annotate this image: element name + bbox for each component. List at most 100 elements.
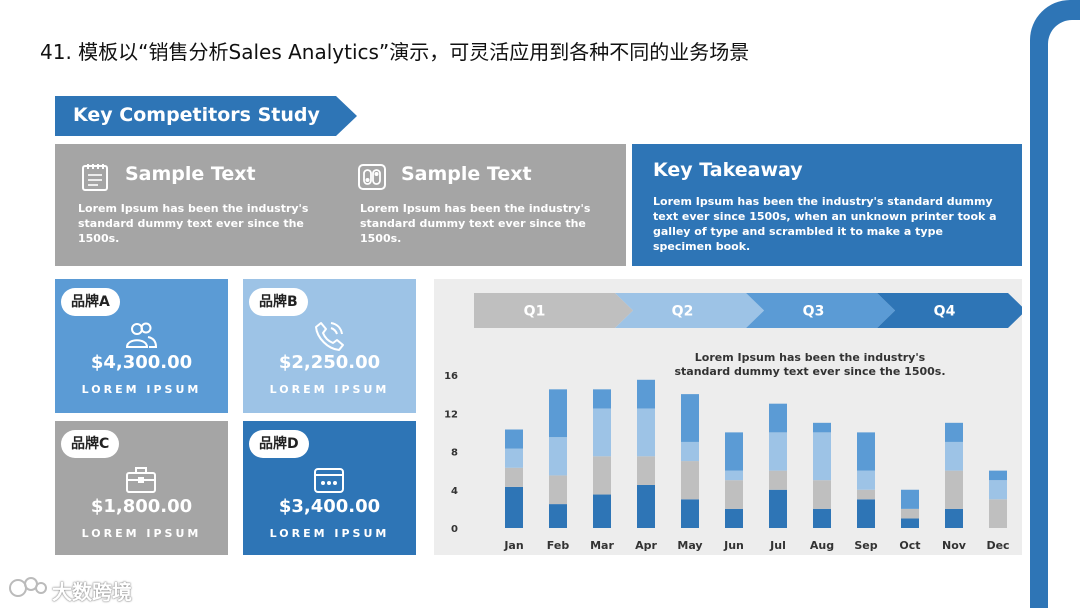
brand-name: 品牌D <box>249 430 309 458</box>
brand-amount: $1,800.00 <box>90 496 193 517</box>
bar-segment <box>681 394 699 442</box>
bar-segment <box>945 422 963 442</box>
bar-segment <box>593 456 611 495</box>
brand-subtitle: LOREM IPSUM <box>269 383 390 396</box>
sample-body-2: Lorem Ipsum has been the industry's stan… <box>360 202 591 245</box>
bar-segment <box>505 448 523 468</box>
brand-amount: $3,400.00 <box>278 496 381 517</box>
chart-note-line-2: standard dummy text ever since the 1500s… <box>674 365 945 378</box>
users-icon <box>125 322 158 348</box>
quarter-label: Q4 <box>934 304 956 320</box>
x-tick-label: May <box>677 539 702 552</box>
bar-segment <box>725 470 743 481</box>
bar-segment <box>901 489 919 509</box>
y-tick-label: 16 <box>444 371 458 382</box>
x-tick-label: Apr <box>635 539 657 552</box>
bar-segment <box>769 489 787 528</box>
x-tick-label: Sep <box>854 539 877 552</box>
y-tick-label: 12 <box>444 409 458 420</box>
brand-name: 品牌A <box>61 288 120 316</box>
quarter-arrow-q2 <box>615 293 764 328</box>
x-tick-label: Jul <box>769 539 786 552</box>
bar-segment <box>945 470 963 509</box>
brand-subtitle: LOREM IPSUM <box>81 383 202 396</box>
bar-segment <box>769 403 787 433</box>
side-bar-cutout <box>1048 20 1080 608</box>
x-tick-label: Nov <box>942 539 967 552</box>
bar-segment <box>945 441 963 471</box>
x-tick-label: Jun <box>723 539 744 552</box>
bar-segment <box>681 499 699 528</box>
brand-card-b: 品牌B $2,250.00 LOREM IPSUM <box>243 279 416 413</box>
bar-segment <box>901 508 919 519</box>
phone-call-icon <box>315 322 344 351</box>
bar-segment <box>549 389 567 438</box>
brand-name: 品牌C <box>61 430 120 458</box>
banner-label: Key Competitors Study <box>73 104 320 126</box>
bar-segment <box>593 494 611 528</box>
logo-mark-icon <box>9 577 47 597</box>
brand-amount: $2,250.00 <box>278 352 381 373</box>
notepad-icon <box>82 164 108 191</box>
chart-note-line-1: Lorem Ipsum has been the industry's <box>695 351 926 364</box>
sample-title-1: Sample Text <box>125 163 256 185</box>
brand-name: 品牌B <box>249 288 308 316</box>
bar-segment <box>813 508 831 528</box>
x-tick-label: Oct <box>899 539 920 552</box>
section-banner: Key Competitors Study <box>55 96 357 136</box>
bar-segment <box>637 408 655 457</box>
bar-segment <box>681 461 699 500</box>
quarter-label: Q2 <box>672 304 694 320</box>
bar-segment <box>681 441 699 462</box>
quarter-arrow-q3 <box>746 293 895 328</box>
bar-segment <box>637 456 655 485</box>
bar-segment <box>549 437 567 476</box>
page-title: 41. 模板以“销售分析Sales Analytics”演示，可灵活应用到各种不… <box>40 40 750 64</box>
quarter-arrow-q4 <box>877 293 1022 328</box>
bar-segment <box>857 499 875 528</box>
takeaway-title: Key Takeaway <box>653 159 803 181</box>
bar-segment <box>725 432 743 471</box>
bar-segment <box>637 379 655 409</box>
bar-segment <box>769 432 787 471</box>
quarter-arrow-q1 <box>474 293 633 328</box>
quarter-label: Q3 <box>803 304 825 320</box>
y-tick-label: 8 <box>451 448 458 459</box>
bar-segment <box>549 504 567 528</box>
bar-segment <box>505 486 523 528</box>
sample-body-1: Lorem Ipsum has been the industry's stan… <box>78 202 309 245</box>
bar-segment <box>725 508 743 528</box>
bar-segment <box>901 518 919 528</box>
logo-text: 大数跨境 <box>52 580 132 604</box>
brand-card-c: 品牌C $1,800.00 LOREM IPSUM <box>55 421 228 555</box>
brand-amount: $4,300.00 <box>90 352 193 373</box>
sample-title-2: Sample Text <box>401 163 532 185</box>
bar-segment <box>813 432 831 481</box>
toolbox-icon <box>126 467 156 493</box>
samples-panel: Sample Text Lorem Ipsum has been the ind… <box>55 144 626 266</box>
bar-segment <box>989 470 1007 481</box>
bar-segment <box>857 489 875 500</box>
bar-segment <box>593 389 611 409</box>
y-tick-label: 0 <box>451 524 458 535</box>
x-tick-label: Feb <box>547 539 570 552</box>
quarter-label: Q1 <box>524 304 546 320</box>
x-tick-label: Mar <box>590 539 614 552</box>
chart-panel: Q1 Q2 Q3 Q4 Lorem Ipsum has been the indust… <box>434 279 1022 555</box>
bar-segment <box>857 470 875 490</box>
banner-arrow-shape <box>55 96 357 136</box>
bar-segment <box>813 422 831 433</box>
sample-block-1: Sample Text Lorem Ipsum has been the ind… <box>55 144 335 266</box>
key-takeaway-panel: Key Takeaway Lorem Ipsum has been the in… <box>632 144 1022 266</box>
bar-segment <box>505 467 523 487</box>
bar-segment <box>549 475 567 505</box>
brand-card-d: 品牌D $3,400.00 LOREM IPSUM <box>243 421 416 555</box>
x-tick-label: Aug <box>810 539 834 552</box>
x-tick-label: Dec <box>986 539 1009 552</box>
brand-logo: 大数跨境 <box>8 574 148 604</box>
takeaway-body: Lorem Ipsum has been the industry's stan… <box>653 195 997 253</box>
toggle-switch-icon <box>358 164 386 190</box>
wallet-icon <box>314 468 344 493</box>
brand-subtitle: LOREM IPSUM <box>81 527 202 540</box>
brand-subtitle: LOREM IPSUM <box>269 527 390 540</box>
